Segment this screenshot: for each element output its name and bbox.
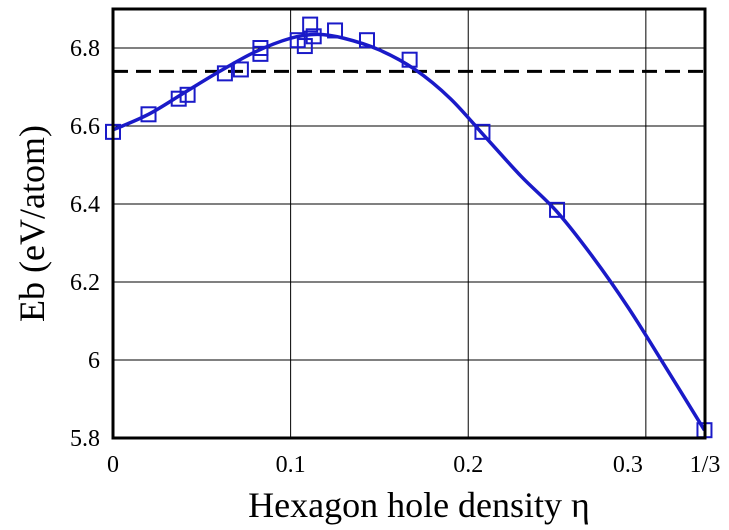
x-tick-label: 0.3 bbox=[613, 452, 643, 478]
data-point bbox=[302, 16, 319, 33]
y-axis-title: Eb (eV/atom) bbox=[12, 125, 52, 322]
data-point bbox=[216, 65, 233, 82]
y-tick-label: 5.8 bbox=[70, 426, 100, 452]
data-point bbox=[474, 123, 491, 140]
data-point bbox=[232, 61, 249, 78]
x-tick-label: 0.2 bbox=[453, 452, 483, 478]
data-markers bbox=[105, 16, 713, 439]
data-point bbox=[296, 38, 313, 55]
grid-lines bbox=[113, 9, 705, 438]
y-tick-label: 6.6 bbox=[70, 114, 100, 140]
data-point bbox=[179, 86, 196, 103]
x-tick-label: 0.1 bbox=[276, 452, 306, 478]
y-tick-labels: 5.8 6 6.2 6.4 6.6 6.8 bbox=[70, 36, 100, 452]
y-tick-label: 6.8 bbox=[70, 36, 100, 62]
data-point bbox=[549, 201, 566, 218]
data-point bbox=[170, 90, 187, 107]
data-point bbox=[252, 40, 269, 56]
plot-frame bbox=[111, 7, 707, 440]
data-point bbox=[305, 28, 322, 45]
data-point bbox=[327, 22, 344, 39]
x-tick-label: 0 bbox=[107, 452, 119, 478]
data-point bbox=[358, 32, 375, 49]
data-point bbox=[401, 51, 418, 68]
data-point bbox=[140, 106, 157, 123]
fit-curve bbox=[112, 32, 706, 432]
x-tick-label: 1/3 bbox=[690, 452, 721, 478]
y-tick-label: 6.2 bbox=[70, 270, 100, 296]
x-tick-labels: 0 0.1 0.2 0.3 1/3 bbox=[107, 452, 720, 478]
x-axis-title: Hexagon hole density η bbox=[248, 485, 590, 525]
y-tick-label: 6 bbox=[88, 348, 100, 374]
y-tick-label: 6.4 bbox=[70, 192, 100, 218]
